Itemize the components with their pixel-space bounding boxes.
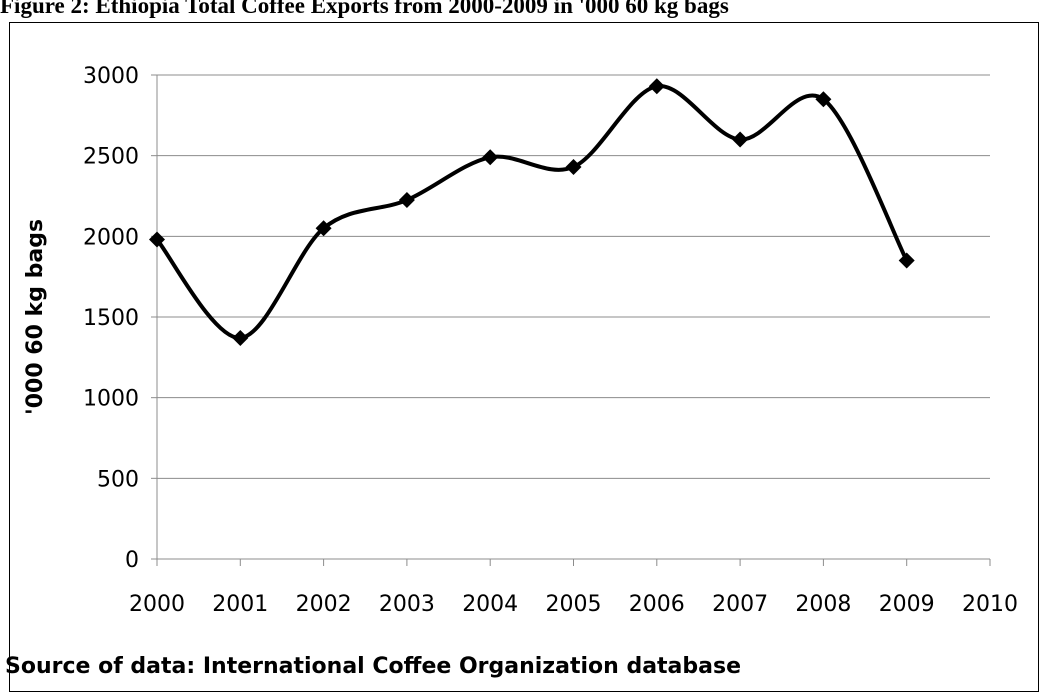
y-tick-label: 0 (125, 548, 139, 573)
x-tick-label: 2003 (379, 592, 435, 617)
x-tick-label: 2002 (296, 592, 352, 617)
y-tick-label: 1000 (83, 387, 139, 412)
y-tick-label: 2500 (83, 145, 139, 170)
data-point-marker (732, 131, 749, 148)
x-tick-label: 2001 (212, 592, 268, 617)
y-tick-label: 1500 (83, 306, 139, 331)
chart-area: 0 500 1000 1500 2000 2500 3000 2000 2001 2002 2003… (9, 22, 1039, 692)
data-point-marker (232, 329, 249, 346)
y-tick-label: 3000 (83, 64, 139, 89)
data-point-marker (149, 231, 165, 248)
series-line (155, 84, 909, 340)
line-chart: 0 500 1000 1500 2000 2500 3000 2000 2001 2002 2003… (23, 64, 1018, 617)
x-tick-label: 2005 (546, 592, 602, 617)
source-note: Source of data: International Coffee Org… (5, 654, 742, 679)
x-tick-label: 2007 (712, 592, 768, 617)
y-tick-label: 2000 (83, 225, 139, 250)
data-point-marker (398, 192, 415, 209)
y-axis-title: '000 60 kg bags (23, 219, 48, 415)
x-tick-label: 2006 (629, 592, 685, 617)
y-tick-label: 500 (97, 467, 139, 492)
x-tick-label: 2004 (462, 592, 518, 617)
x-tick-label: 2000 (129, 592, 185, 617)
data-point-marker (815, 91, 832, 108)
x-tick-label: 2008 (795, 592, 851, 617)
data-point-marker (898, 252, 915, 269)
data-point-marker (565, 158, 582, 175)
data-point-marker (482, 149, 499, 166)
x-tick-label: 2010 (962, 592, 1018, 617)
data-point-marker (648, 78, 665, 95)
data-point-marker (315, 220, 332, 237)
x-tick-label: 2009 (879, 592, 935, 617)
figure-caption: Figure 2: Ethiopia Total Coffee Exports … (0, 0, 729, 18)
